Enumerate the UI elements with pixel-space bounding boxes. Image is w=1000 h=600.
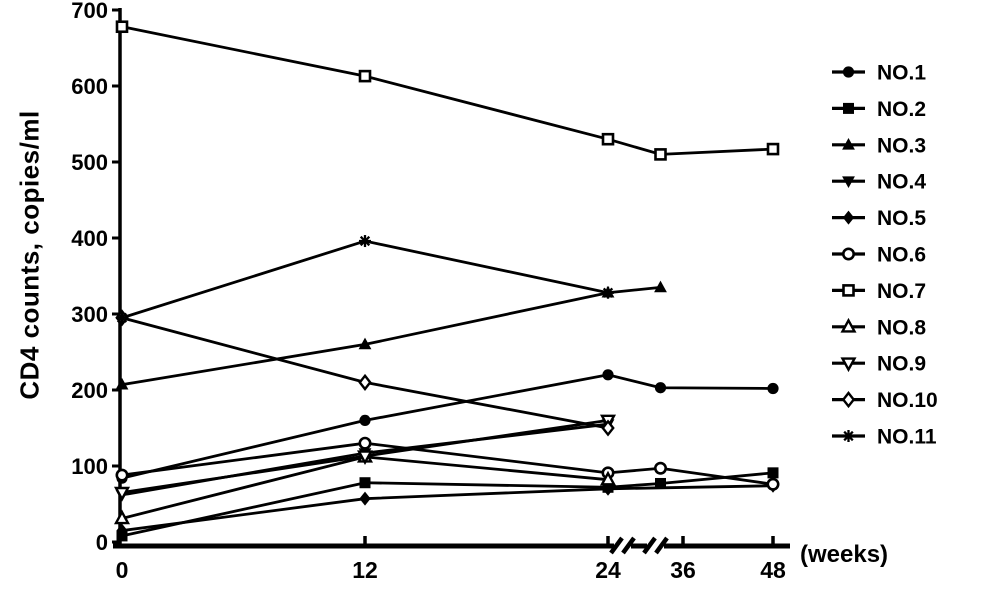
- x-axis-break-slash: [621, 536, 636, 555]
- x-tick-label: 36: [670, 557, 696, 583]
- data-point-NO.2: [767, 467, 779, 479]
- data-point-NO.6: [358, 436, 372, 450]
- data-point-NO.11: [602, 287, 614, 298]
- series-line-NO.5: [121, 484, 774, 532]
- y-tick-label: 200: [71, 378, 108, 403]
- data-point-NO.9: [113, 486, 131, 502]
- data-point-NO.11: [359, 235, 371, 247]
- data-point-NO.5: [359, 491, 371, 506]
- legend-label-NO.6: NO.6: [877, 244, 926, 267]
- legend-label-NO.7: NO.7: [877, 280, 926, 303]
- legend-marker-NO.11: [843, 430, 854, 442]
- legend-label-NO.11: NO.11: [877, 426, 937, 449]
- legend-label-NO.8: NO.8: [877, 316, 926, 339]
- data-point-NO.10: [601, 419, 615, 437]
- legend-label-NO.5: NO.5: [877, 207, 926, 230]
- data-point-NO.3: [654, 280, 667, 293]
- data-point-NO.5: [116, 523, 128, 538]
- data-point-NO.10: [358, 373, 372, 391]
- x-axis-break-slash: [609, 536, 624, 555]
- y-tick-label: 700: [71, 0, 108, 23]
- data-point-NO.7: [601, 132, 615, 146]
- y-axis-title: CD4 counts, copies/ml: [14, 110, 45, 400]
- y-tick-label: 100: [71, 454, 108, 479]
- data-point-NO.2: [655, 477, 666, 489]
- legend-marker-NO.3: [842, 138, 855, 150]
- legend-marker-NO.8: [840, 317, 857, 333]
- x-axis-unit-label: (weeks): [800, 541, 889, 568]
- data-point-NO.7: [115, 20, 129, 34]
- series-line-NO.2: [121, 471, 774, 538]
- legend-label-NO.3: NO.3: [877, 134, 926, 157]
- legend-label-NO.9: NO.9: [877, 353, 926, 376]
- x-axis-break-slash: [654, 536, 669, 555]
- x-tick-label: 24: [595, 557, 621, 583]
- x-tick-label: 0: [116, 557, 129, 583]
- legend-marker-NO.1: [842, 66, 855, 78]
- legend-marker-NO.5: [842, 210, 855, 225]
- y-tick-label: 400: [71, 226, 108, 251]
- series-line-NO.11: [121, 239, 609, 320]
- y-tick-label: 600: [71, 74, 108, 99]
- data-point-NO.11: [116, 312, 128, 323]
- legend-marker-NO.9: [840, 357, 857, 373]
- data-point-NO.7: [358, 69, 372, 83]
- x-tick-label: 48: [760, 557, 786, 583]
- data-point-NO.1: [654, 382, 667, 394]
- data-point-NO.1: [359, 414, 371, 426]
- data-point-NO.9: [356, 450, 374, 466]
- y-tick-label: 500: [71, 150, 108, 175]
- y-tick-label: 0: [96, 530, 108, 555]
- data-point-NO.6: [653, 461, 667, 475]
- data-point-NO.1: [767, 382, 779, 395]
- data-point-NO.6: [115, 468, 129, 482]
- data-point-NO.6: [766, 477, 780, 491]
- data-point-NO.1: [602, 369, 614, 381]
- series-line-NO.3: [121, 286, 661, 387]
- legend-label-NO.4: NO.4: [877, 171, 926, 194]
- legend-label-NO.2: NO.2: [877, 98, 926, 121]
- series-line-NO.7: [121, 25, 774, 156]
- legend-marker-NO.7: [842, 284, 855, 297]
- x-axis-break-slash: [642, 536, 657, 555]
- legend-marker-NO.4: [842, 176, 855, 188]
- legend-label-NO.1: NO.1: [877, 62, 926, 85]
- data-point-NO.7: [654, 148, 667, 161]
- x-tick-label: 12: [352, 557, 378, 583]
- data-point-NO.7: [766, 142, 780, 156]
- data-point-NO.3: [358, 337, 372, 350]
- data-point-NO.3: [115, 377, 129, 390]
- legend-marker-NO.10: [841, 391, 856, 409]
- y-tick-label: 300: [71, 302, 108, 327]
- legend-marker-NO.6: [841, 247, 855, 261]
- data-point-NO.8: [599, 470, 617, 486]
- legend-label-NO.10: NO.10: [877, 389, 938, 412]
- legend-marker-NO.2: [843, 102, 854, 114]
- data-point-NO.8: [113, 509, 131, 525]
- data-point-NO.2: [359, 477, 371, 489]
